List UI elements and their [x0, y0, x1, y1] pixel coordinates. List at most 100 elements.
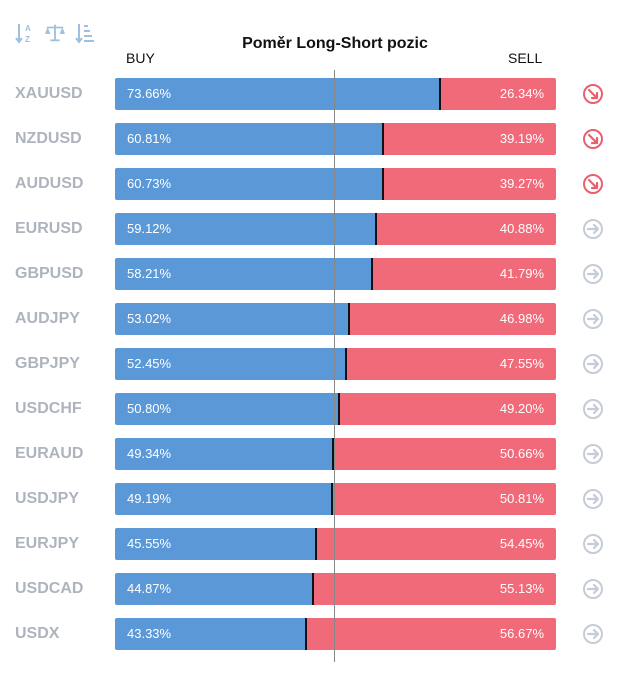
ratio-marker: [311, 573, 314, 605]
table-row: USDX 43.33% 56.67%: [0, 618, 629, 650]
table-row: AUDUSD 60.73% 39.27%: [0, 168, 629, 200]
table-row: EURAUD 49.34% 50.66%: [0, 438, 629, 470]
svg-text:Z: Z: [25, 35, 30, 44]
table-row: NZDUSD 60.81% 39.19%: [0, 123, 629, 155]
symbol-label: GBPUSD: [15, 265, 84, 282]
symbol-label: AUDUSD: [15, 175, 84, 192]
arrow-right-icon[interactable]: [582, 308, 604, 330]
sell-bar: 56.67%: [307, 618, 556, 650]
arrow-down-right-icon[interactable]: [582, 128, 604, 150]
sell-value-label: 41.79%: [499, 266, 544, 281]
sort-alpha-button[interactable]: A Z: [14, 20, 36, 46]
ratio-marker: [381, 168, 384, 200]
arrow-down-right-icon[interactable]: [582, 173, 604, 195]
sell-value-label: 39.19%: [499, 131, 544, 146]
buy-bar: 43.33%: [115, 618, 306, 650]
buy-bar: 58.21%: [115, 258, 371, 290]
buy-value-label: 58.21%: [127, 266, 172, 281]
symbol-label: USDCAD: [15, 580, 84, 597]
buy-bar: 60.81%: [115, 123, 383, 155]
arrow-right-icon[interactable]: [582, 218, 604, 240]
buy-value-label: 45.55%: [127, 536, 172, 551]
sell-value-label: 56.67%: [499, 626, 544, 641]
ratio-bar: 60.81% 39.19%: [115, 123, 556, 155]
buy-bar: 45.55%: [115, 528, 315, 560]
buy-value-label: 60.73%: [127, 176, 172, 191]
ratio-bar: 49.34% 50.66%: [115, 438, 556, 470]
ratio-marker: [370, 258, 373, 290]
symbol-label: EURJPY: [15, 535, 80, 552]
sell-bar: 40.88%: [376, 213, 556, 245]
table-row: EURUSD 59.12% 40.88%: [0, 213, 629, 245]
ratio-bar: 52.45% 47.55%: [115, 348, 556, 380]
table-row: USDCAD 44.87% 55.13%: [0, 573, 629, 605]
table-row: USDCHF 50.80% 49.20%: [0, 393, 629, 425]
ratio-bar: 73.66% 26.34%: [115, 78, 556, 110]
ratio-marker: [345, 348, 348, 380]
arrow-right-icon[interactable]: [582, 398, 604, 420]
sell-value-label: 40.88%: [499, 221, 544, 236]
buy-value-label: 43.33%: [127, 626, 172, 641]
ratio-marker: [374, 213, 377, 245]
buy-bar: 53.02%: [115, 303, 348, 335]
sell-bar: 46.98%: [349, 303, 556, 335]
ratio-bar: 53.02% 46.98%: [115, 303, 556, 335]
sell-bar: 47.55%: [347, 348, 556, 380]
sell-value-label: 50.66%: [499, 446, 544, 461]
symbol-label: NZDUSD: [15, 130, 82, 147]
table-row: EURJPY 45.55% 54.45%: [0, 528, 629, 560]
symbol-label: EURUSD: [15, 220, 83, 237]
arrow-right-icon[interactable]: [582, 488, 604, 510]
sell-value-label: 46.98%: [499, 311, 544, 326]
svg-text:A: A: [25, 24, 31, 33]
buy-value-label: 49.34%: [127, 446, 172, 461]
sell-bar: 54.45%: [316, 528, 556, 560]
toolbar: A Z: [14, 20, 96, 46]
symbol-label: AUDJPY: [15, 310, 80, 327]
buy-value-label: 59.12%: [127, 221, 172, 236]
arrow-right-icon[interactable]: [582, 353, 604, 375]
arrow-down-right-icon[interactable]: [582, 83, 604, 105]
ratio-bar: 59.12% 40.88%: [115, 213, 556, 245]
buy-bar: 59.12%: [115, 213, 375, 245]
sell-value-label: 26.34%: [499, 86, 544, 101]
buy-header: BUY: [126, 50, 155, 66]
sort-amount-icon: [75, 24, 94, 44]
table-row: USDJPY 49.19% 50.81%: [0, 483, 629, 515]
symbol-label: USDCHF: [15, 400, 82, 417]
arrow-right-icon[interactable]: [582, 443, 604, 465]
symbol-label: USDJPY: [15, 490, 80, 507]
sort-amount-button[interactable]: [74, 20, 96, 46]
buy-bar: 49.34%: [115, 438, 332, 470]
sell-bar: 55.13%: [313, 573, 556, 605]
buy-value-label: 53.02%: [127, 311, 172, 326]
balance-button[interactable]: [44, 20, 66, 46]
ratio-bar: 45.55% 54.45%: [115, 528, 556, 560]
buy-bar: 52.45%: [115, 348, 346, 380]
buy-value-label: 49.19%: [127, 491, 172, 506]
symbol-label: USDX: [15, 625, 60, 642]
ratio-marker: [338, 393, 341, 425]
ratio-bar: 49.19% 50.81%: [115, 483, 556, 515]
arrow-right-icon[interactable]: [582, 263, 604, 285]
ratio-bar: 50.80% 49.20%: [115, 393, 556, 425]
ratio-marker: [438, 78, 441, 110]
table-row: AUDJPY 53.02% 46.98%: [0, 303, 629, 335]
sell-value-label: 54.45%: [499, 536, 544, 551]
sell-bar: 26.34%: [440, 78, 556, 110]
buy-value-label: 44.87%: [127, 581, 172, 596]
table-row: XAUUSD 73.66% 26.34%: [0, 78, 629, 110]
center-line: [334, 70, 335, 662]
arrow-right-icon[interactable]: [582, 623, 604, 645]
ratio-marker: [331, 438, 334, 470]
ratio-bar: 44.87% 55.13%: [115, 573, 556, 605]
buy-bar: 60.73%: [115, 168, 382, 200]
chart-title: Poměr Long-Short pozic: [242, 35, 428, 52]
buy-value-label: 73.66%: [127, 86, 172, 101]
sell-bar: 49.20%: [340, 393, 556, 425]
buy-bar: 73.66%: [115, 78, 439, 110]
sell-bar: 41.79%: [372, 258, 556, 290]
sell-bar: 50.81%: [332, 483, 556, 515]
arrow-right-icon[interactable]: [582, 533, 604, 555]
arrow-right-icon[interactable]: [582, 578, 604, 600]
